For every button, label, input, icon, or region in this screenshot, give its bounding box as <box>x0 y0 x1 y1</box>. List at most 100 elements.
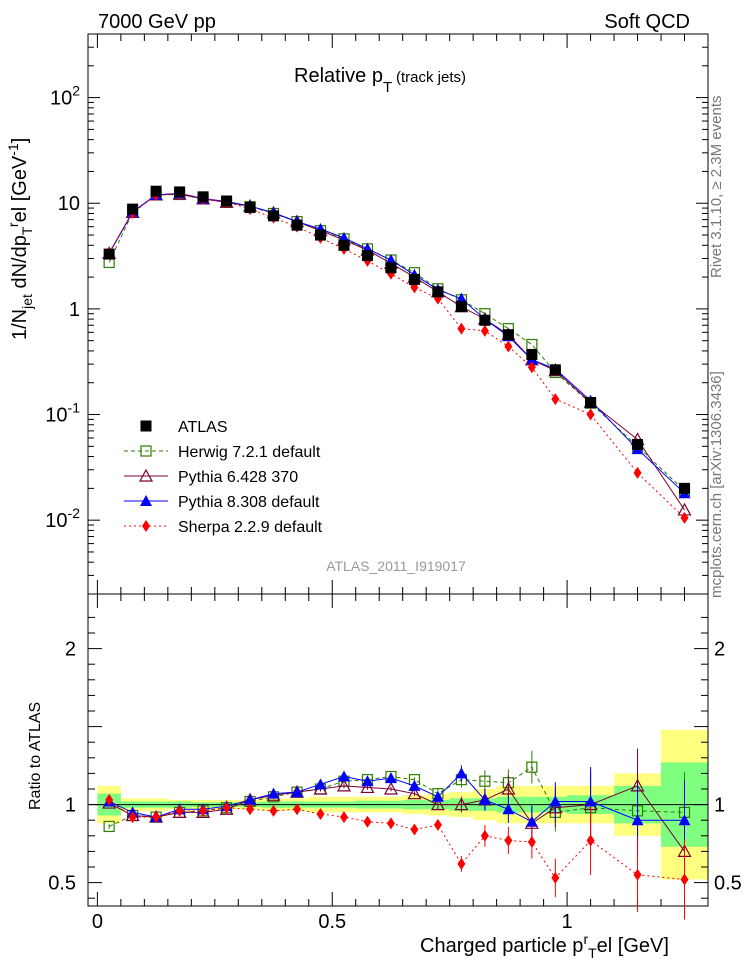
main-data-point <box>585 396 597 408</box>
x-axis-label: Charged particle prTel [GeV] <box>420 931 669 961</box>
legend-marker <box>140 420 152 432</box>
ratio-data-point <box>128 811 137 824</box>
main-series-mc2 <box>102 186 692 516</box>
ratio-data-point <box>480 829 489 842</box>
main-data-point <box>268 210 280 222</box>
ratio-data-point <box>410 823 419 836</box>
rivet-version-label: Rivet 3.1.10, ≥ 2.3M events <box>708 95 725 279</box>
main-series-line <box>108 193 685 511</box>
legend-label: Pythia 8.308 default <box>178 494 320 511</box>
main-y-tick-label: 10-2 <box>45 505 80 532</box>
ratio-data-point <box>361 775 374 787</box>
main-y-tick-label: 10 <box>58 193 80 215</box>
ratio-data-point <box>105 793 114 806</box>
legend-marker <box>138 468 154 482</box>
ratio-data-point <box>526 761 538 773</box>
main-data-point <box>291 219 303 231</box>
main-data-point <box>679 482 691 494</box>
ratio-data-point <box>244 793 257 805</box>
ratio-data-point <box>384 772 397 784</box>
ratio-y-tick-label-right: 1 <box>714 795 725 817</box>
main-data-point <box>127 203 139 215</box>
ratio-data-point <box>454 797 469 811</box>
plot-title-main: Relative p <box>294 65 383 87</box>
ratio-data-point <box>433 818 442 831</box>
mcplots-label: mcplots.cern.ch [arXiv:1306.3436] <box>708 371 725 598</box>
process-label: Soft QCD <box>604 11 690 33</box>
legend-marker <box>142 520 150 532</box>
ratio-data-point <box>316 807 325 820</box>
ratio-data-point <box>527 836 536 849</box>
ratio-data-point <box>408 779 421 791</box>
main-data-point <box>338 239 350 251</box>
beam-label: 7000 GeV pp <box>98 11 216 33</box>
ratio-data-point <box>175 804 184 817</box>
main-data-point <box>174 186 186 198</box>
data-series <box>102 185 692 920</box>
legend-label: Sherpa 2.2.9 default <box>178 519 323 536</box>
legend-label: ATLAS <box>178 419 228 436</box>
plot-title-sub: T <box>383 79 392 96</box>
main-data-point <box>385 262 397 274</box>
ratio-data-point <box>502 803 515 815</box>
ratio-data-point <box>551 871 560 884</box>
ratio-data-point <box>431 790 444 802</box>
ratio-y-tick-label-right: 0.5 <box>714 873 742 895</box>
ratio-data-point <box>549 795 562 807</box>
ratio-data-point <box>457 857 466 870</box>
main-data-point <box>103 248 115 260</box>
ratio-y-tick-label: 1 <box>65 795 76 817</box>
ratio-data-point <box>267 787 280 799</box>
ratio-data-point <box>246 803 255 816</box>
ratio-data-point <box>430 797 445 811</box>
ratio-data-point <box>339 811 348 824</box>
main-data-point <box>455 292 468 304</box>
x-tick-label: 0.5 <box>318 911 346 933</box>
ratio-data-point <box>501 781 516 795</box>
plot-title-rest: (track jets) <box>392 69 466 86</box>
x-tick-label: 1 <box>562 911 573 933</box>
ratio-uncertainty-bands <box>88 729 708 880</box>
analysis-id: ATLAS_2011_I919017 <box>326 558 466 574</box>
main-data-point <box>632 439 644 451</box>
ratio-data-point <box>678 814 691 826</box>
main-y-tick-label: 10-1 <box>45 400 80 427</box>
main-data-point <box>526 348 538 360</box>
ratio-data-point <box>680 873 689 886</box>
main-y-tick-label: 1 <box>69 299 80 321</box>
ratio-data-point <box>455 767 468 779</box>
main-data-point <box>432 286 444 298</box>
ratio-data-point <box>479 775 491 787</box>
ratio-data-point <box>337 770 350 782</box>
ratio-data-point <box>478 793 491 805</box>
main-data-point <box>244 202 256 214</box>
main-data-point <box>527 361 536 374</box>
ratio-data-point <box>386 817 395 830</box>
ratio-data-point <box>407 786 422 800</box>
ratio-y-tick-label: 2 <box>65 639 76 661</box>
ratio-data-point <box>293 803 302 816</box>
ratio-data-point <box>360 780 375 794</box>
ratio-data-point <box>586 834 595 847</box>
ratio-data-point <box>314 778 327 790</box>
ratio-y-axis-label: Ratio to ATLAS <box>27 702 44 810</box>
legend-label: Pythia 6.428 370 <box>178 469 298 486</box>
ratio-data-point <box>336 778 351 792</box>
legend-label: Herwig 7.2.1 default <box>178 444 321 461</box>
main-data-point <box>586 408 595 421</box>
main-data-point <box>502 329 514 341</box>
main-data-point <box>680 511 689 524</box>
ratio-series-mc4 <box>105 793 689 920</box>
main-data-point <box>549 364 561 376</box>
plot-title: Relative pT (track jets) <box>294 65 466 96</box>
ratio-data-point <box>584 795 597 807</box>
main-data-point <box>455 301 467 313</box>
main-data-point <box>315 229 326 241</box>
main-data-point <box>457 322 466 335</box>
ratio-y-tick-label-right: 2 <box>714 639 725 661</box>
ratio-frame <box>87 593 709 907</box>
x-tick-label: 0 <box>92 911 103 933</box>
main-data-point <box>551 393 560 406</box>
main-y-axis-label: 1/Njet dN/dpTrel [GeV-1] <box>5 138 35 340</box>
